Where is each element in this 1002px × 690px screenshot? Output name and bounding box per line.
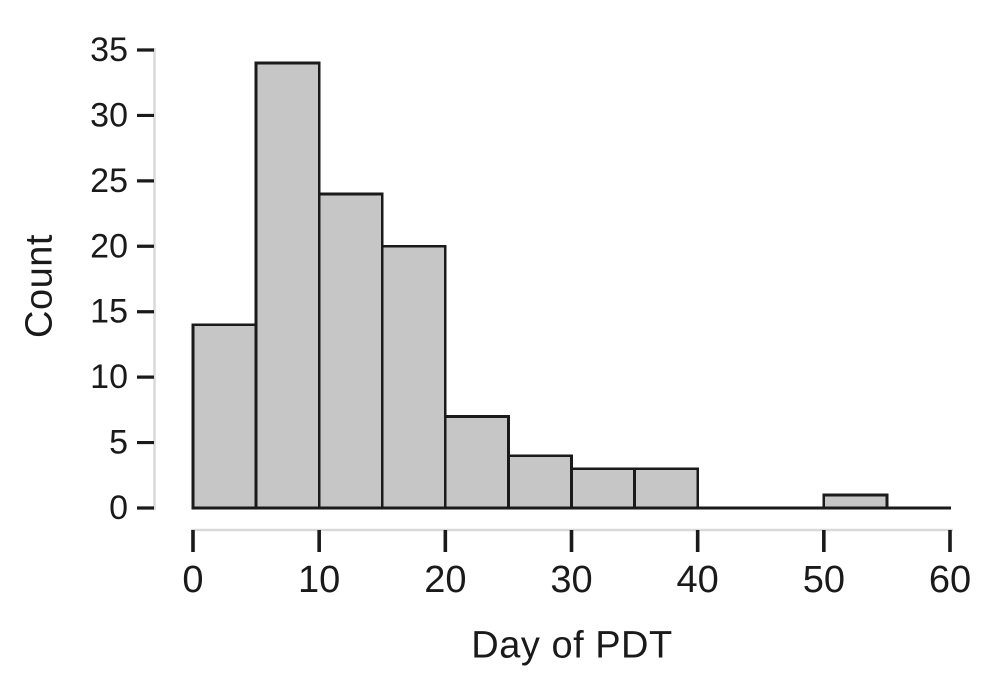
- histogram-bar: [822, 493, 889, 510]
- x-tick-label: 60: [929, 559, 971, 601]
- x-tick-label: 0: [182, 559, 203, 601]
- histogram-bar: [507, 454, 573, 510]
- x-axis-title: Day of PDT: [471, 624, 673, 667]
- x-tick-label: 50: [803, 559, 845, 601]
- y-tick-label: 35: [90, 31, 128, 69]
- histogram-bar: [380, 244, 447, 510]
- y-tick-label: 10: [90, 358, 128, 396]
- histogram-bar: [633, 467, 700, 510]
- histogram-bar: [570, 467, 636, 510]
- histogram-bar: [443, 414, 510, 510]
- histogram-bar: [254, 61, 321, 510]
- y-axis-title: Count: [18, 234, 61, 338]
- histogram-bar: [317, 192, 384, 510]
- y-tick-label: 0: [109, 489, 128, 527]
- y-tick-label: 30: [90, 96, 128, 134]
- y-tick-label: 20: [90, 227, 128, 265]
- histogram-bar: [191, 323, 258, 510]
- x-tick-label: 40: [677, 559, 719, 601]
- y-tick-label: 15: [90, 293, 128, 331]
- y-tick-label: 25: [90, 162, 128, 200]
- x-tick-label: 10: [298, 559, 340, 601]
- x-tick-label: 30: [550, 559, 592, 601]
- x-tick-label: 20: [424, 559, 466, 601]
- y-tick-label: 5: [109, 424, 128, 462]
